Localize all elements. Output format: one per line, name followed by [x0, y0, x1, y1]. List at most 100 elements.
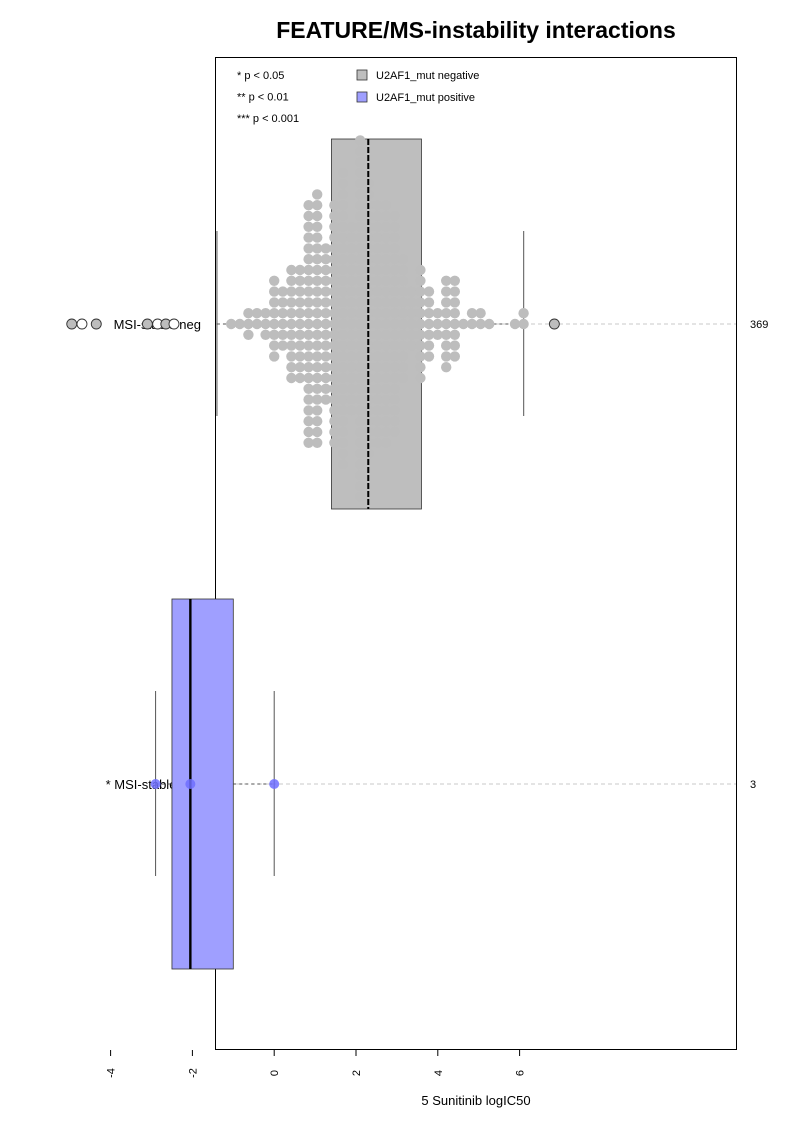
data-point: [329, 297, 340, 308]
data-point: [312, 264, 323, 276]
data-point: [277, 329, 288, 340]
data-point: [312, 254, 323, 265]
data-point: [432, 308, 443, 319]
data-point: [372, 318, 383, 330]
data-point: [466, 308, 478, 319]
data-point: [303, 351, 314, 362]
data-point: [320, 351, 331, 362]
data-point: [269, 779, 280, 789]
data-point: [337, 167, 349, 178]
data-point: [312, 200, 323, 211]
data-point: [329, 308, 340, 319]
data-point: [406, 340, 417, 351]
outlier-point: [141, 318, 153, 330]
data-point: [303, 308, 314, 319]
data-point: [346, 383, 357, 394]
data-point: [312, 297, 323, 308]
data-point: [277, 308, 288, 319]
data-point: [312, 329, 323, 340]
data-point: [449, 329, 460, 340]
data-point: [226, 318, 237, 330]
data-point: [320, 308, 331, 319]
data-point: [355, 167, 366, 178]
data-point: [294, 362, 306, 373]
data-point: [509, 318, 521, 330]
data-point: [346, 254, 357, 265]
data-point: [380, 426, 392, 438]
data-point: [269, 329, 280, 340]
data-point: [251, 318, 263, 330]
data-point: [320, 254, 331, 265]
data-point: [380, 416, 392, 427]
x-tick-label: 6: [515, 1070, 527, 1076]
data-point: [380, 286, 392, 297]
data-point: [475, 318, 486, 330]
data-point: [355, 351, 366, 362]
data-point: [441, 340, 452, 351]
data-point: [355, 264, 366, 276]
data-point: [329, 383, 340, 394]
data-point: [277, 286, 288, 297]
data-point: [389, 394, 400, 405]
data-point: [389, 286, 400, 297]
data-point: [380, 351, 392, 362]
data-point: [372, 416, 383, 427]
data-point: [355, 405, 366, 416]
data-point: [363, 221, 374, 232]
significance-legend: * p < 0.05 ** p < 0.01 *** p < 0.001: [237, 70, 299, 125]
data-point: [355, 178, 366, 189]
data-point: [372, 340, 383, 351]
data-point: [337, 232, 349, 243]
data-point: [372, 383, 383, 394]
data-point: [380, 372, 392, 384]
data-point: [466, 318, 478, 330]
data-point: [346, 308, 357, 319]
data-point: [449, 275, 460, 286]
data-point: [449, 318, 460, 330]
data-point: [372, 437, 383, 448]
data-point: [380, 210, 392, 222]
x-tick-label: 0: [269, 1070, 281, 1076]
data-point: [243, 329, 254, 340]
data-point: [337, 351, 349, 362]
data-point: [415, 318, 426, 330]
data-point: [415, 372, 426, 384]
data-point: [372, 286, 383, 297]
data-point: [355, 286, 366, 297]
data-point: [484, 318, 495, 330]
data-point: [389, 372, 400, 384]
data-point: [286, 264, 297, 276]
data-point: [355, 318, 366, 330]
data-point: [337, 275, 349, 286]
x-tick-label: 2: [351, 1070, 363, 1076]
data-point: [346, 243, 357, 254]
data-point: [389, 308, 400, 319]
data-point: [355, 437, 366, 448]
data-point: [329, 264, 340, 276]
data-point: [389, 329, 400, 340]
data-point: [312, 308, 323, 319]
data-point: [303, 297, 314, 308]
data-point: [449, 351, 460, 362]
outlier-point: [76, 318, 88, 330]
data-point: [372, 275, 383, 286]
data-point: [372, 232, 383, 243]
data-point: [312, 426, 323, 438]
data-point: [337, 340, 349, 351]
data-point: [346, 362, 357, 373]
data-point: [286, 286, 297, 297]
data-point: [286, 362, 297, 373]
data-point: [337, 437, 349, 448]
data-point: [398, 275, 409, 286]
data-point: [312, 189, 323, 200]
data-point: [269, 297, 280, 308]
data-point: [380, 243, 392, 254]
data-point: [380, 232, 392, 243]
data-point: [303, 362, 314, 373]
data-point: [243, 308, 254, 319]
data-point: [458, 318, 469, 330]
data-point: [398, 318, 409, 330]
data-point: [363, 437, 374, 448]
data-point: [303, 383, 314, 394]
data-point: [389, 232, 400, 243]
